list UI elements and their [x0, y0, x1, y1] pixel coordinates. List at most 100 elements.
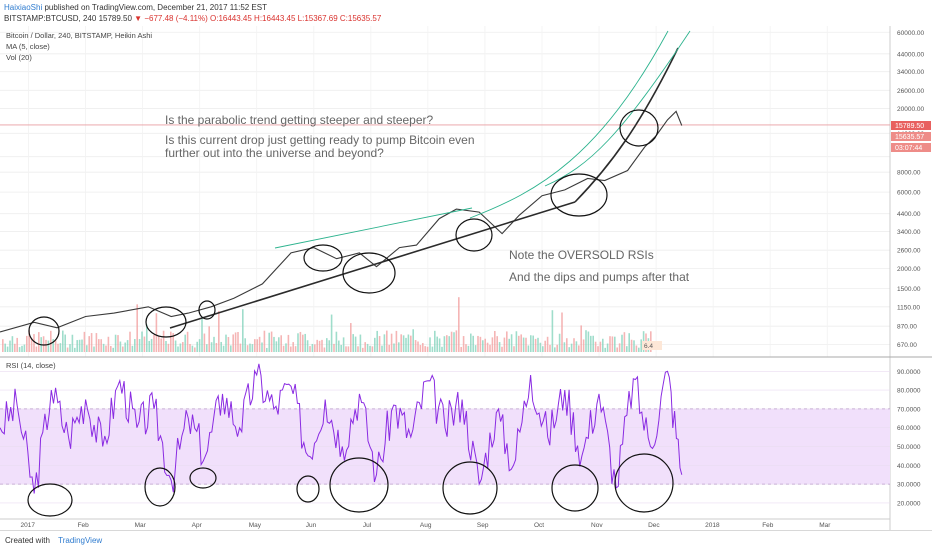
volume-bar [306, 340, 309, 352]
volume-bar [278, 337, 280, 352]
rsi-circles [27, 453, 674, 517]
volume-bar [182, 342, 184, 352]
volume-bar [566, 338, 568, 352]
tradingview-logo[interactable]: TradingView [58, 536, 103, 545]
volume-bar [225, 334, 227, 352]
volume-bar [208, 326, 210, 352]
volume-bar [62, 330, 64, 352]
volume-bar [417, 341, 419, 352]
volume-bar [614, 336, 616, 352]
rsi-tick-label: 90.0000 [897, 369, 921, 376]
volume-bar [532, 335, 534, 352]
volume-bar [218, 310, 220, 352]
volume-bar [138, 339, 141, 352]
volume-bar [261, 342, 263, 352]
volume-bar [210, 342, 213, 352]
author-link[interactable]: HaixiaoShi [4, 3, 43, 12]
volume-bar [587, 331, 590, 352]
price-circle [550, 173, 608, 217]
volume-bar [330, 314, 333, 352]
volume-bar [443, 336, 446, 352]
volume-bar [378, 336, 381, 352]
volume-bar [57, 343, 59, 352]
volume-bar [345, 346, 347, 352]
volume-bar [148, 340, 150, 352]
volume-bar [119, 341, 122, 352]
price-circle [145, 306, 187, 338]
rsi-tick-label: 30.0000 [897, 482, 921, 489]
volume-bar [352, 334, 354, 352]
volume-bar [434, 330, 436, 352]
volume-bar [338, 340, 340, 352]
volume-bar [563, 342, 566, 352]
volume-bar [594, 341, 597, 352]
volume-bar [422, 343, 424, 352]
volume-bar [38, 332, 40, 352]
volume-bar [390, 333, 393, 352]
volume-bar [489, 344, 491, 352]
rsi-tick-label: 70.0000 [897, 406, 921, 413]
time-tick-label: May [249, 522, 262, 529]
volume-bar [122, 346, 124, 352]
price-circle [198, 300, 216, 320]
footer: Created with TradingView [0, 530, 932, 551]
volume-bar [578, 345, 580, 352]
volume-bar [467, 345, 470, 352]
close-price-label: 15635.57 [895, 134, 924, 141]
volume-bar [28, 330, 30, 352]
ohlc-values: O:16443.45 H:16443.45 L:15367.69 C:15635… [210, 14, 382, 23]
volume-bar [134, 339, 136, 352]
volume-bar [107, 336, 110, 352]
volume-bar [419, 345, 422, 352]
time-tick-label: Dec [648, 522, 660, 529]
volume-bar [136, 304, 138, 352]
annotation-dips: And the dips and pumps after that [509, 270, 690, 284]
volume-bar [256, 339, 258, 352]
volume-bar [515, 331, 518, 352]
volume-bar [246, 345, 249, 352]
current-price-label-bg [891, 121, 931, 130]
volume-bar [621, 334, 623, 352]
volume-bar [150, 338, 153, 352]
volume-bar [42, 336, 45, 352]
volume-bar [474, 345, 477, 352]
rsi-circle [27, 483, 73, 517]
volume-bar [388, 344, 390, 352]
volume-bar [534, 338, 537, 352]
volume-bar [374, 337, 376, 352]
price-circle [342, 252, 396, 294]
support-trendline [169, 201, 576, 329]
volume-bar [371, 346, 374, 352]
chart-header: HaixiaoShi published on TradingView.com,… [0, 0, 932, 26]
volume-bar [623, 332, 626, 352]
volume-bar [530, 335, 532, 352]
volume-bar [599, 341, 602, 352]
volume-bar [194, 347, 196, 352]
rsi-tick-label: 20.0000 [897, 500, 921, 507]
volume-bar [359, 334, 362, 352]
volume-bar [71, 334, 74, 352]
volume-bar [386, 330, 388, 352]
volume-bar [299, 331, 302, 352]
created-with-text: Created with [5, 536, 50, 545]
volume-bar [518, 335, 520, 352]
volume-bar [556, 344, 558, 352]
volume-bar [640, 339, 642, 352]
volume-bar [400, 334, 402, 352]
volume-bar [350, 323, 352, 352]
volume-bar [465, 344, 467, 352]
volume-bar [33, 334, 35, 352]
volume-bar [582, 339, 585, 352]
volume-bar [455, 330, 458, 352]
volume-bar [328, 340, 330, 352]
volume-bar [477, 335, 479, 352]
volume-bar [546, 336, 549, 352]
volume-bar [102, 343, 105, 352]
rsi-legend: RSI (14, close) [6, 361, 56, 370]
volume-bar [6, 346, 9, 352]
volume-bar [153, 335, 155, 352]
volume-bar [50, 330, 52, 352]
series-legend: Bitcoin / Dollar, 240, BITSTAMP, Heikin … [6, 31, 152, 40]
publish-info: HaixiaoShi published on TradingView.com,… [4, 3, 267, 12]
chart-canvas[interactable]: 670.00 870.00 1150.00 1500.00 2000.00 2600.00… [0, 26, 932, 530]
